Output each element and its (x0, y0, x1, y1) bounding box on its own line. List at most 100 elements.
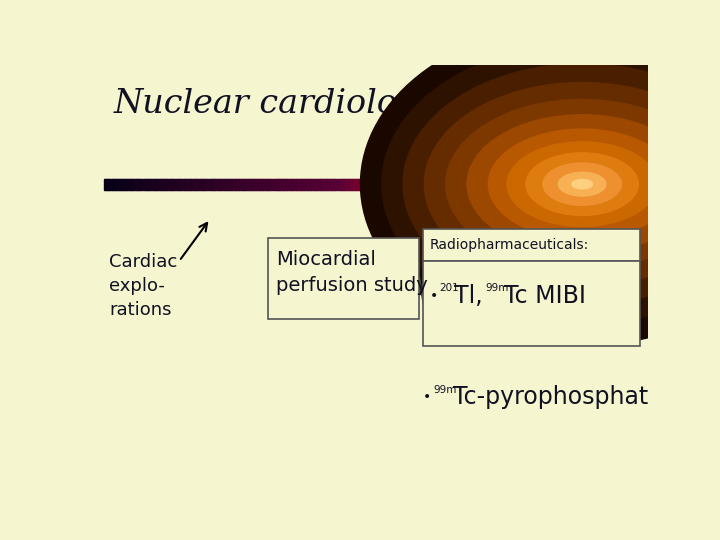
Bar (221, 179, 223, 190)
Bar (466, 179, 467, 190)
Bar (513, 179, 514, 190)
Bar (318, 179, 319, 190)
Bar (252, 179, 254, 190)
Bar (169, 179, 171, 190)
Bar (155, 179, 157, 190)
Bar (234, 179, 235, 190)
Bar (138, 179, 140, 190)
Bar (504, 179, 505, 190)
Bar (522, 179, 524, 190)
Bar (181, 179, 184, 190)
Bar (412, 179, 414, 190)
Bar (276, 179, 278, 190)
Bar (480, 179, 482, 190)
Ellipse shape (382, 44, 720, 324)
Bar (360, 179, 361, 190)
Bar (130, 179, 131, 190)
Bar (331, 179, 333, 190)
Bar (418, 179, 420, 190)
Bar (381, 179, 383, 190)
Bar (206, 179, 207, 190)
Bar (338, 179, 341, 190)
Bar (494, 179, 496, 190)
Bar (184, 179, 186, 190)
Ellipse shape (558, 172, 606, 196)
Bar (453, 179, 455, 190)
Bar (439, 179, 441, 190)
Bar (212, 179, 213, 190)
Bar (467, 179, 469, 190)
Bar (156, 179, 158, 190)
Bar (209, 179, 210, 190)
Bar (334, 179, 336, 190)
Bar (176, 179, 178, 190)
Bar (183, 179, 185, 190)
Text: 99m: 99m (433, 384, 456, 395)
Bar (214, 179, 216, 190)
Bar (379, 179, 382, 190)
Bar (431, 179, 432, 190)
Bar (166, 179, 168, 190)
Bar (422, 179, 423, 190)
Bar (297, 179, 300, 190)
Bar (287, 179, 288, 190)
Bar (299, 179, 301, 190)
Bar (450, 179, 452, 190)
Bar (526, 179, 528, 190)
Bar (484, 179, 486, 190)
Bar (472, 179, 473, 190)
Bar (432, 179, 433, 190)
Bar (323, 179, 325, 190)
Ellipse shape (424, 83, 720, 286)
Bar (140, 179, 143, 190)
Bar (371, 179, 373, 190)
Bar (398, 179, 400, 190)
Bar (428, 179, 429, 190)
Bar (134, 179, 135, 190)
Bar (148, 179, 150, 190)
Bar (364, 179, 366, 190)
Bar (341, 179, 343, 190)
Bar (326, 179, 328, 190)
Bar (415, 179, 417, 190)
Bar (478, 179, 480, 190)
Bar (519, 179, 521, 190)
Bar (250, 179, 251, 190)
Bar (425, 179, 426, 190)
Bar (120, 179, 121, 190)
Text: Tc MIBI: Tc MIBI (504, 284, 586, 308)
Bar (497, 179, 498, 190)
Bar (507, 179, 508, 190)
Bar (302, 179, 304, 190)
Bar (240, 179, 241, 190)
Bar (481, 179, 483, 190)
Bar (514, 179, 516, 190)
Bar (375, 179, 377, 190)
Bar (511, 179, 513, 190)
Bar (344, 179, 346, 190)
Bar (343, 179, 345, 190)
Bar (192, 179, 194, 190)
Bar (145, 179, 147, 190)
Bar (175, 179, 176, 190)
Bar (440, 179, 442, 190)
Bar (423, 261, 640, 346)
Bar (319, 179, 320, 190)
Bar (275, 179, 276, 190)
Bar (361, 179, 363, 190)
Bar (523, 179, 526, 190)
Ellipse shape (361, 23, 720, 345)
Bar (385, 179, 387, 190)
Bar (251, 179, 253, 190)
Bar (327, 179, 329, 190)
Bar (306, 179, 308, 190)
Bar (477, 179, 479, 190)
Bar (394, 179, 395, 190)
Text: Cardiac
explo-
rations: Cardiac explo- rations (109, 253, 178, 319)
Bar (309, 179, 310, 190)
Bar (258, 179, 260, 190)
Bar (307, 179, 309, 190)
Bar (161, 179, 162, 190)
Bar (153, 179, 156, 190)
Bar (474, 179, 476, 190)
